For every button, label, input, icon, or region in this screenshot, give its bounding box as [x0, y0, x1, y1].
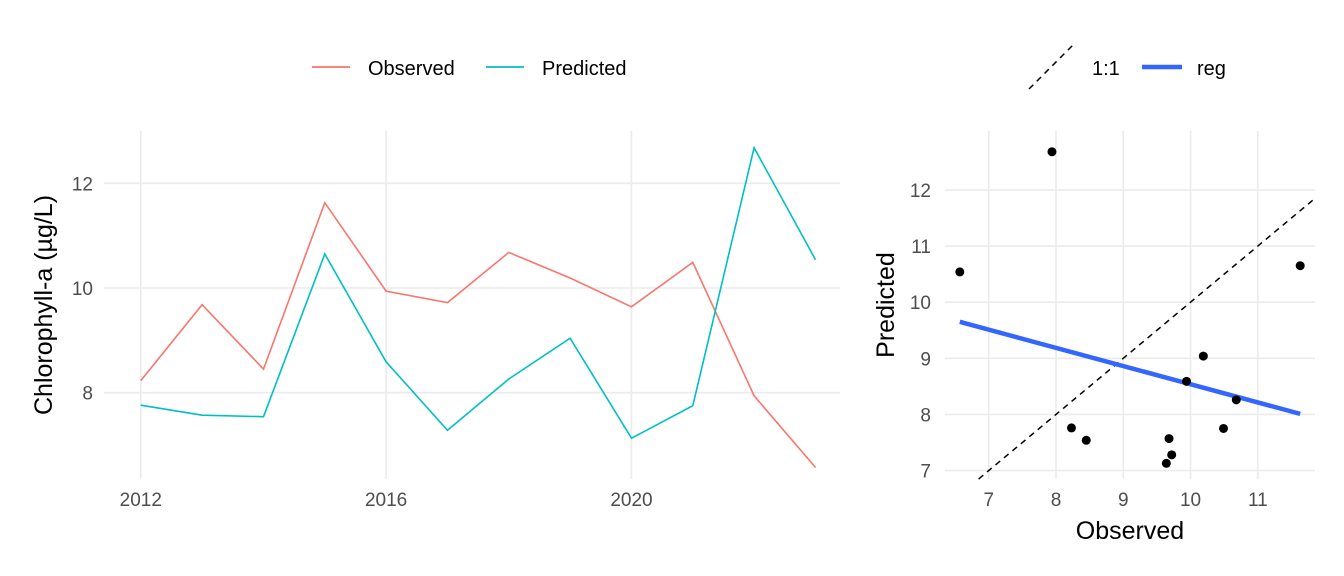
scatter-point: [1231, 395, 1241, 405]
scatter-point: [955, 267, 965, 277]
y-tick-label: 7: [920, 462, 931, 483]
left-y-axis-title: Chlorophyll-a (µg/L): [30, 195, 58, 415]
left-y-tick-labels: 8 10 12: [72, 174, 93, 404]
identity-line: [978, 197, 1316, 480]
scatter-points: [955, 147, 1305, 468]
scatter-point: [1081, 435, 1091, 445]
scatter-point: [1164, 434, 1174, 444]
right-y-tick-labels: 7 8 9 10 11 12: [910, 181, 931, 483]
regression-line: [959, 319, 1301, 417]
time-series-panel: Observed Predicted 2012 2016 2020 8 10 12 Ch…: [30, 58, 840, 511]
x-tick-label: 11: [1248, 490, 1268, 511]
legend-label-observed: Observed: [368, 58, 455, 80]
series-line-predicted: [140, 145, 817, 440]
x-tick-label: 9: [1118, 490, 1129, 511]
right-x-axis-title: Observed: [1076, 517, 1184, 545]
right-x-tick-labels: 7 8 9 10 11: [983, 490, 1267, 511]
scatter-panel: 1:1 reg 7 8 9 10 11 7 8 9 10 11 12 Observed Predi…: [872, 44, 1316, 545]
scatter-point: [1161, 458, 1171, 468]
right-y-axis-title: Predicted: [872, 252, 900, 358]
left-series-lines: [140, 145, 817, 469]
y-tick-label: 11: [911, 237, 931, 258]
legend-key-identity: [1028, 44, 1074, 90]
series-line-observed: [140, 200, 817, 469]
y-tick-label: 9: [920, 349, 931, 370]
left-gridlines: [104, 131, 840, 479]
right-legend: 1:1 reg: [1028, 44, 1226, 90]
y-tick-label: 10: [72, 279, 93, 300]
legend-label-regression: reg: [1197, 58, 1226, 80]
scatter-point: [1198, 351, 1208, 361]
y-tick-label: 8: [82, 384, 93, 405]
y-tick-label: 10: [910, 293, 931, 314]
y-tick-label: 8: [920, 405, 931, 426]
right-gridlines: [945, 131, 1315, 479]
y-tick-label: 12: [910, 181, 931, 202]
x-tick-label: 8: [1051, 490, 1062, 511]
left-legend: Observed Predicted: [312, 58, 627, 80]
scatter-point: [1295, 261, 1305, 271]
scatter-point: [1167, 450, 1177, 460]
scatter-point: [1182, 376, 1192, 386]
scatter-point: [1047, 147, 1057, 157]
legend-label-predicted: Predicted: [542, 58, 627, 80]
right-reference-lines: [959, 197, 1316, 480]
legend-label-identity: 1:1: [1092, 58, 1120, 80]
x-tick-label: 7: [983, 490, 994, 511]
scatter-point: [1219, 423, 1229, 433]
left-x-tick-labels: 2012 2016 2020: [120, 490, 653, 511]
y-tick-label: 12: [72, 174, 93, 195]
scatter-point: [1066, 423, 1076, 433]
x-tick-label: 2016: [365, 490, 407, 511]
x-tick-label: 2012: [120, 490, 162, 511]
x-tick-label: 2020: [610, 490, 652, 511]
x-tick-label: 10: [1180, 490, 1201, 511]
